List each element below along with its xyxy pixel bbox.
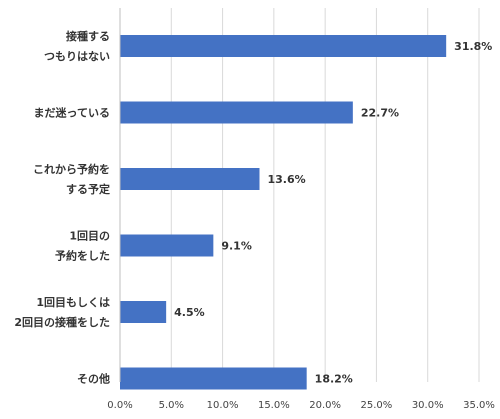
value-label-4: 4.5%: [174, 306, 205, 319]
bar-2: [120, 168, 260, 190]
category-label-2-1: する予定: [66, 182, 110, 196]
category-label-3-0: 1回目の: [69, 229, 110, 243]
value-label-1: 22.7%: [361, 107, 399, 120]
category-label-4-0: 1回目もしくは: [36, 295, 110, 309]
value-label-2: 13.6%: [267, 173, 305, 186]
category-label-2-0: これから予約を: [33, 162, 110, 176]
bar-4: [120, 301, 167, 323]
x-tick-label-2: 10.0%: [207, 400, 239, 411]
category-label-1-0: まだ迷っている: [34, 106, 110, 120]
category-label-3-1: 予約をした: [55, 249, 110, 263]
value-label-0: 31.8%: [454, 40, 492, 53]
category-label-4-1: 2回目の接種をした: [14, 315, 110, 329]
x-tick-label-1: 5.0%: [159, 400, 184, 411]
bar-3: [120, 234, 214, 257]
x-tick-label-4: 20.0%: [309, 400, 341, 411]
bar-5: [120, 367, 307, 390]
value-label-5: 18.2%: [315, 373, 353, 386]
x-tick-label-7: 35.0%: [463, 400, 495, 411]
bar-0: [120, 35, 447, 57]
value-label-3: 9.1%: [221, 240, 252, 253]
category-label-5-0: その他: [77, 372, 110, 386]
x-tick-label-0: 0.0%: [107, 400, 132, 411]
x-tick-label-6: 30.0%: [412, 400, 444, 411]
category-label-0-0: 接種する: [66, 29, 110, 43]
category-label-0-1: つもりはない: [44, 50, 110, 63]
bar-1: [120, 101, 353, 124]
x-tick-label-3: 15.0%: [258, 400, 290, 411]
x-tick-label-5: 25.0%: [361, 400, 393, 411]
